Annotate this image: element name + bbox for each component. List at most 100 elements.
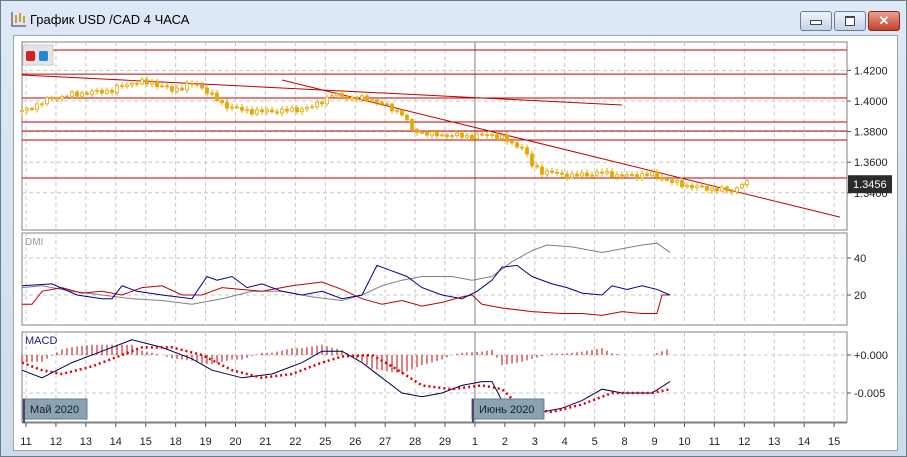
- date-tick-label: 4: [562, 436, 568, 448]
- candle-body: [135, 82, 139, 85]
- price-tick-label: 1.3800: [854, 127, 888, 139]
- candle-body: [440, 134, 444, 137]
- candle-body: [580, 172, 584, 177]
- chart-app-icon: [11, 12, 26, 27]
- candle-body: [560, 172, 564, 175]
- candle-body: [330, 95, 334, 98]
- candle-body: [320, 101, 324, 105]
- candle-body: [230, 106, 234, 109]
- candle-body: [685, 184, 689, 188]
- candle-body: [670, 179, 674, 183]
- date-tick-label: 13: [768, 436, 780, 448]
- price-tick-label: 1.4200: [854, 65, 888, 77]
- candle-body: [190, 83, 194, 85]
- date-tick-label: 12: [738, 436, 750, 448]
- current-price-label: 1.3456: [853, 179, 887, 191]
- candle-body: [315, 101, 319, 108]
- minimize-button[interactable]: [800, 11, 832, 31]
- candle-body: [355, 96, 359, 100]
- candle-body: [715, 187, 719, 192]
- candle-body: [195, 83, 199, 86]
- macd-tick-label: +0.000: [854, 350, 888, 362]
- candle-body: [475, 133, 479, 140]
- dmi-label: DMI: [25, 237, 43, 248]
- candle-body: [690, 184, 694, 189]
- chart-area[interactable]: 1.4200 1.4000 1.3800 1.3600 1.3400 40 20 +0.000…: [13, 35, 898, 451]
- date-tick-label: 11: [20, 436, 31, 448]
- candle-body: [655, 171, 659, 178]
- candle-body: [20, 110, 24, 113]
- candle-body: [620, 174, 624, 177]
- candle-body: [75, 91, 79, 97]
- close-icon: ✕: [878, 13, 890, 28]
- candle-body: [600, 171, 604, 174]
- candle-body: [375, 99, 379, 103]
- candle-body: [380, 101, 384, 105]
- candle-body: [235, 106, 239, 109]
- date-tick-label: 15: [828, 436, 840, 448]
- candle-body: [45, 97, 49, 105]
- candle-body: [325, 96, 329, 105]
- date-tick-label: 15: [140, 436, 152, 448]
- panel-frame: [21, 41, 848, 231]
- period-marker-label: Май 2020: [30, 404, 79, 416]
- candle-body: [250, 109, 254, 115]
- candle-body: [650, 171, 654, 177]
- candle-body: [290, 107, 294, 112]
- candle-body: [565, 173, 569, 179]
- candle-body: [60, 95, 64, 99]
- candle-body: [575, 173, 579, 177]
- candle-body: [615, 174, 619, 178]
- date-tick-label: 19: [199, 436, 211, 448]
- macd-tick-label: -0.005: [854, 388, 885, 400]
- candle-body: [140, 79, 144, 85]
- candle-body: [430, 131, 434, 136]
- close-button[interactable]: ✕: [868, 11, 900, 31]
- candle-body: [425, 131, 429, 136]
- date-tick-label: 25: [319, 436, 331, 448]
- candle-body: [525, 147, 529, 155]
- date-tick-label: 11: [709, 436, 720, 448]
- restore-icon: [845, 16, 855, 26]
- candle-body: [370, 99, 374, 102]
- candle-body: [225, 102, 229, 109]
- candle-body: [410, 119, 414, 130]
- window-title: График USD /CAD 4 ЧАСА: [30, 12, 190, 27]
- candle-body: [570, 173, 574, 179]
- candle-body: [400, 109, 404, 116]
- candle-body: [305, 107, 309, 110]
- candle-body: [95, 89, 99, 92]
- candle-body: [50, 97, 54, 100]
- candle-body: [30, 107, 34, 110]
- date-tick-label: 13: [80, 436, 92, 448]
- candle-body: [205, 87, 209, 94]
- candle-body: [605, 171, 609, 174]
- macd-label: MACD: [25, 335, 57, 347]
- maximize-button[interactable]: [834, 11, 866, 31]
- candle-body: [675, 180, 679, 183]
- candle-body: [680, 180, 684, 188]
- candle-body: [520, 146, 524, 149]
- candle-body: [275, 111, 279, 114]
- candle-body: [640, 173, 644, 179]
- candle-body: [660, 176, 664, 180]
- date-tick-label: 14: [110, 436, 122, 448]
- candle-body: [720, 186, 724, 192]
- candle-body: [585, 172, 589, 177]
- candle-body: [725, 186, 729, 192]
- candle-body: [500, 134, 504, 139]
- candle-body: [530, 153, 534, 167]
- date-tick-label: 3: [532, 436, 538, 448]
- date-tick-label: 29: [439, 436, 451, 448]
- candle-body: [630, 174, 634, 176]
- candle-body: [465, 134, 469, 138]
- candle-body: [695, 185, 699, 189]
- candle-body: [540, 166, 544, 175]
- red-square-icon: [26, 51, 35, 61]
- candle-body: [125, 84, 129, 88]
- candle-body: [120, 85, 124, 88]
- candle-body: [295, 107, 299, 113]
- chart-canvas[interactable]: 1.42001.40001.38001.36001.34004020+0.000…: [14, 36, 897, 450]
- candle-body: [210, 92, 214, 95]
